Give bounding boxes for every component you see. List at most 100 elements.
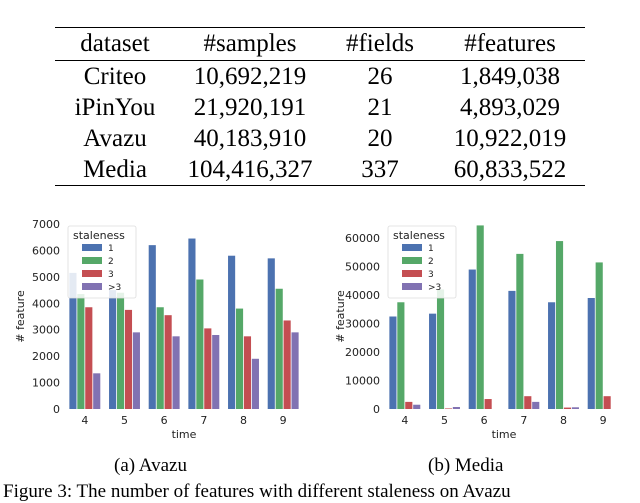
legend-swatch-2 (82, 257, 102, 264)
y-axis-title: # feature (14, 290, 27, 343)
header-samples: #samples (203, 30, 297, 57)
avazu-staleness-bar-chart: 0 1000 2000 3000 4000 5000 6000 7000 4 5 6 7 8 9 time #… (14, 218, 303, 441)
x-tick-label: 5 (121, 414, 128, 427)
legend-swatch-4 (82, 283, 102, 290)
legend-label: >3 (108, 283, 121, 293)
bar-3 (124, 309, 133, 409)
bar-3 (563, 407, 572, 409)
legend-label: 3 (428, 270, 434, 280)
cell-fields: 21 (367, 94, 393, 121)
x-tick-label: 9 (600, 414, 607, 427)
cell-dataset: Criteo (83, 63, 147, 90)
header-fields: #fields (345, 30, 415, 57)
figure-caption: Figure 3: The number of features with di… (3, 481, 511, 502)
x-tick-label: 6 (161, 414, 168, 427)
x-tick-label: 4 (401, 414, 408, 427)
y-tick-label: 30000 (345, 318, 380, 331)
legend-label: 3 (108, 270, 114, 280)
bar-1 (69, 272, 77, 409)
bar-3 (444, 408, 453, 409)
bar-4 (93, 373, 101, 409)
bar-2 (275, 288, 283, 409)
header-dataset: dataset (80, 30, 150, 57)
bar-3 (603, 396, 611, 409)
legend-label: 2 (108, 257, 114, 267)
cell-features: 10,922,019 (453, 125, 567, 152)
table-header-row: dataset #samples #fields #features (55, 27, 585, 61)
bar-1 (429, 313, 437, 409)
legend-label: 1 (108, 244, 114, 254)
bar-1 (468, 269, 476, 409)
bar-1 (267, 258, 275, 409)
legend: staleness 1 2 3 >3 (387, 225, 457, 299)
y-axis-title: # feature (334, 290, 347, 343)
bar-3 (524, 396, 532, 409)
table-row: Avazu 40,183,910 20 10,922,019 (55, 123, 585, 154)
cell-fields: 337 (361, 156, 399, 183)
cell-samples: 21,920,191 (193, 94, 307, 121)
y-tick-label: 40000 (345, 289, 380, 302)
bar-2 (77, 294, 85, 409)
bar-1 (228, 255, 236, 409)
x-tick-label: 5 (441, 414, 448, 427)
subfigure-caption-media: (b) Media (428, 455, 504, 476)
y-tick-label: 5000 (32, 271, 60, 284)
cell-samples: 40,183,910 (193, 125, 307, 152)
bar-1 (109, 290, 117, 409)
legend-swatch-3 (402, 270, 422, 277)
y-tick-label: 4000 (32, 297, 60, 310)
bar-1 (188, 238, 196, 409)
y-tick-label: 50000 (345, 261, 380, 274)
table-row: Criteo 10,692,219 26 1,849,038 (55, 61, 585, 93)
y-tick-label: 2000 (32, 350, 60, 363)
table-row: Media 104,416,327 337 60,833,522 (55, 154, 585, 186)
x-tick-label: 7 (200, 414, 207, 427)
bar-2 (436, 289, 445, 409)
dataset-statistics-table: dataset #samples #fields #features Crite… (55, 27, 585, 186)
header-features: #features (464, 30, 556, 57)
legend-label: 2 (428, 257, 434, 267)
y-tick-label: 6000 (32, 244, 60, 257)
y-tick-label: 7000 (32, 218, 60, 231)
y-tick-label: 1000 (32, 377, 60, 390)
table-row: iPinYou 21,920,191 21 4,893,029 (55, 92, 585, 123)
cell-samples: 10,692,219 (193, 63, 307, 90)
x-tick-label: 4 (81, 414, 88, 427)
bar-2 (595, 262, 603, 409)
bar-4 (452, 407, 460, 409)
x-axis-title: time (492, 428, 517, 441)
bar-2 (156, 307, 164, 409)
bar-1 (548, 302, 556, 409)
legend-swatch-2 (402, 257, 422, 264)
bar-2 (196, 279, 204, 409)
cell-dataset: Media (83, 156, 147, 183)
bar-4 (212, 335, 220, 409)
bar-2 (235, 308, 244, 409)
bar-3 (164, 315, 172, 409)
bar-1 (508, 290, 516, 409)
bar-3 (484, 399, 492, 409)
x-axis-title: time (172, 428, 197, 441)
bar-1 (148, 245, 156, 409)
bar-4 (132, 332, 140, 409)
y-tick-label: 10000 (345, 375, 380, 388)
cell-fields: 26 (367, 63, 393, 90)
x-tick-label: 7 (520, 414, 527, 427)
bar-2 (397, 302, 405, 409)
bar-2 (476, 225, 484, 409)
cell-fields: 20 (367, 125, 393, 152)
bar-3 (405, 401, 413, 409)
y-tick-label: 60000 (345, 232, 380, 245)
bar-3 (85, 307, 93, 409)
legend: staleness 1 2 3 >3 (67, 225, 137, 299)
cell-features: 1,849,038 (460, 63, 560, 90)
cell-dataset: Avazu (83, 125, 147, 152)
media-staleness-bar-chart: 0 10000 20000 30000 40000 50000 60000 4 5 6 7 8 9 tim… (334, 224, 623, 441)
x-tick-label: 6 (481, 414, 488, 427)
bar-2 (516, 253, 524, 409)
bar-3 (204, 328, 212, 409)
cell-samples: 104,416,327 (187, 156, 313, 183)
legend-swatch-3 (82, 270, 102, 277)
legend-swatch-1 (82, 244, 102, 251)
cell-dataset: iPinYou (74, 94, 156, 121)
